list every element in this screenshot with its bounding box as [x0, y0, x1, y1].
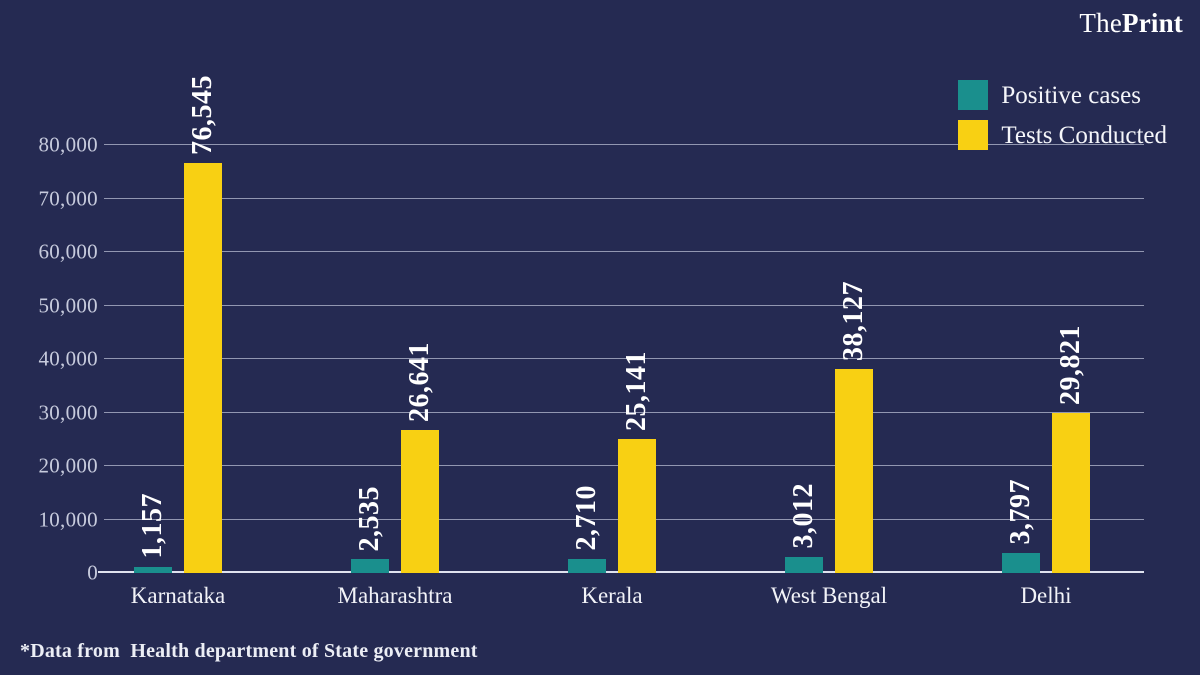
plot-area: 1,157 76,545 Karnataka 2,535 26,641 Maharasht…	[98, 75, 1144, 608]
bar-value-label-tests-conducted-delhi: 29,821	[1055, 325, 1086, 406]
bar-value-label-tests-conducted-maharashtra: 26,641	[404, 342, 435, 423]
bar-positive-cases-maharashtra	[351, 559, 389, 573]
bar-value-label-tests-conducted-karnataka: 76,545	[187, 75, 218, 156]
y-tick-label: 20,000	[38, 453, 98, 478]
y-tick-label: 0	[87, 560, 98, 585]
y-tick-label: 40,000	[38, 346, 98, 371]
gridline	[104, 251, 1144, 252]
x-category-label-delhi: Delhi	[1020, 583, 1072, 608]
bar-tests-conducted-kerala	[618, 438, 656, 573]
bar-positive-cases-karnataka	[134, 566, 172, 573]
x-category-label-west-bengal: West Bengal	[770, 583, 888, 608]
bar-tests-conducted-maharashtra	[401, 430, 439, 573]
y-tick-label: 60,000	[38, 239, 98, 264]
theprint-logo: ThePrint	[1079, 8, 1183, 39]
y-tick-label: 10,000	[38, 507, 98, 531]
y-axis-labels: 0 10,000 20,000 30,000 40,000 50,000 60,000 70,…	[0, 133, 98, 585]
bar-value-label-positive-cases-maharashtra: 2,535	[354, 485, 385, 552]
gridline	[104, 304, 1144, 306]
logo-text-print: Print	[1122, 8, 1183, 38]
bar-tests-conducted-delhi	[1052, 413, 1090, 573]
x-category-label-maharashtra: Maharashtra	[337, 583, 453, 608]
gridline	[104, 144, 1144, 145]
chart-legend: Positive cases Tests Conducted	[958, 80, 1167, 150]
legend-label-positive-cases: Positive cases	[1001, 81, 1141, 109]
legend-item-tests-conducted: Tests Conducted	[958, 120, 1167, 150]
bar-positive-cases-west-bengal	[785, 556, 823, 573]
source-note: *Data from Health department of State go…	[20, 640, 478, 662]
y-tick-label: 70,000	[38, 186, 98, 210]
bar-value-label-positive-cases-kerala: 2,710	[571, 485, 602, 551]
bar-positive-cases-delhi	[1002, 552, 1040, 573]
y-tick-label: 50,000	[38, 293, 98, 317]
y-tick-label: 80,000	[38, 132, 98, 157]
y-tick-label: 30,000	[38, 400, 98, 424]
legend-item-positive-cases: Positive cases	[958, 80, 1167, 110]
positive-cases-swatch-icon	[958, 80, 989, 110]
bar-tests-conducted-west-bengal	[835, 369, 873, 573]
bar-value-label-positive-cases-delhi: 3,797	[1005, 479, 1036, 545]
bar-value-label-tests-conducted-kerala: 25,141	[621, 350, 652, 431]
bar-value-label-positive-cases-west-bengal: 3,012	[788, 483, 819, 549]
gridline	[104, 411, 1144, 413]
bar-value-label-tests-conducted-west-bengal: 38,127	[838, 281, 869, 362]
logo-text-the: The	[1079, 8, 1122, 38]
gridline	[104, 358, 1144, 359]
legend-label-tests-conducted: Tests Conducted	[1001, 121, 1167, 149]
gridline	[104, 197, 1144, 199]
bar-value-label-positive-cases-karnataka: 1,157	[137, 493, 168, 559]
tests-conducted-swatch-icon	[958, 120, 989, 150]
bar-positive-cases-kerala	[568, 558, 606, 573]
x-category-label-karnataka: Karnataka	[130, 583, 226, 608]
bar-tests-conducted-karnataka	[184, 163, 222, 573]
x-category-label-kerala: Kerala	[581, 583, 643, 608]
